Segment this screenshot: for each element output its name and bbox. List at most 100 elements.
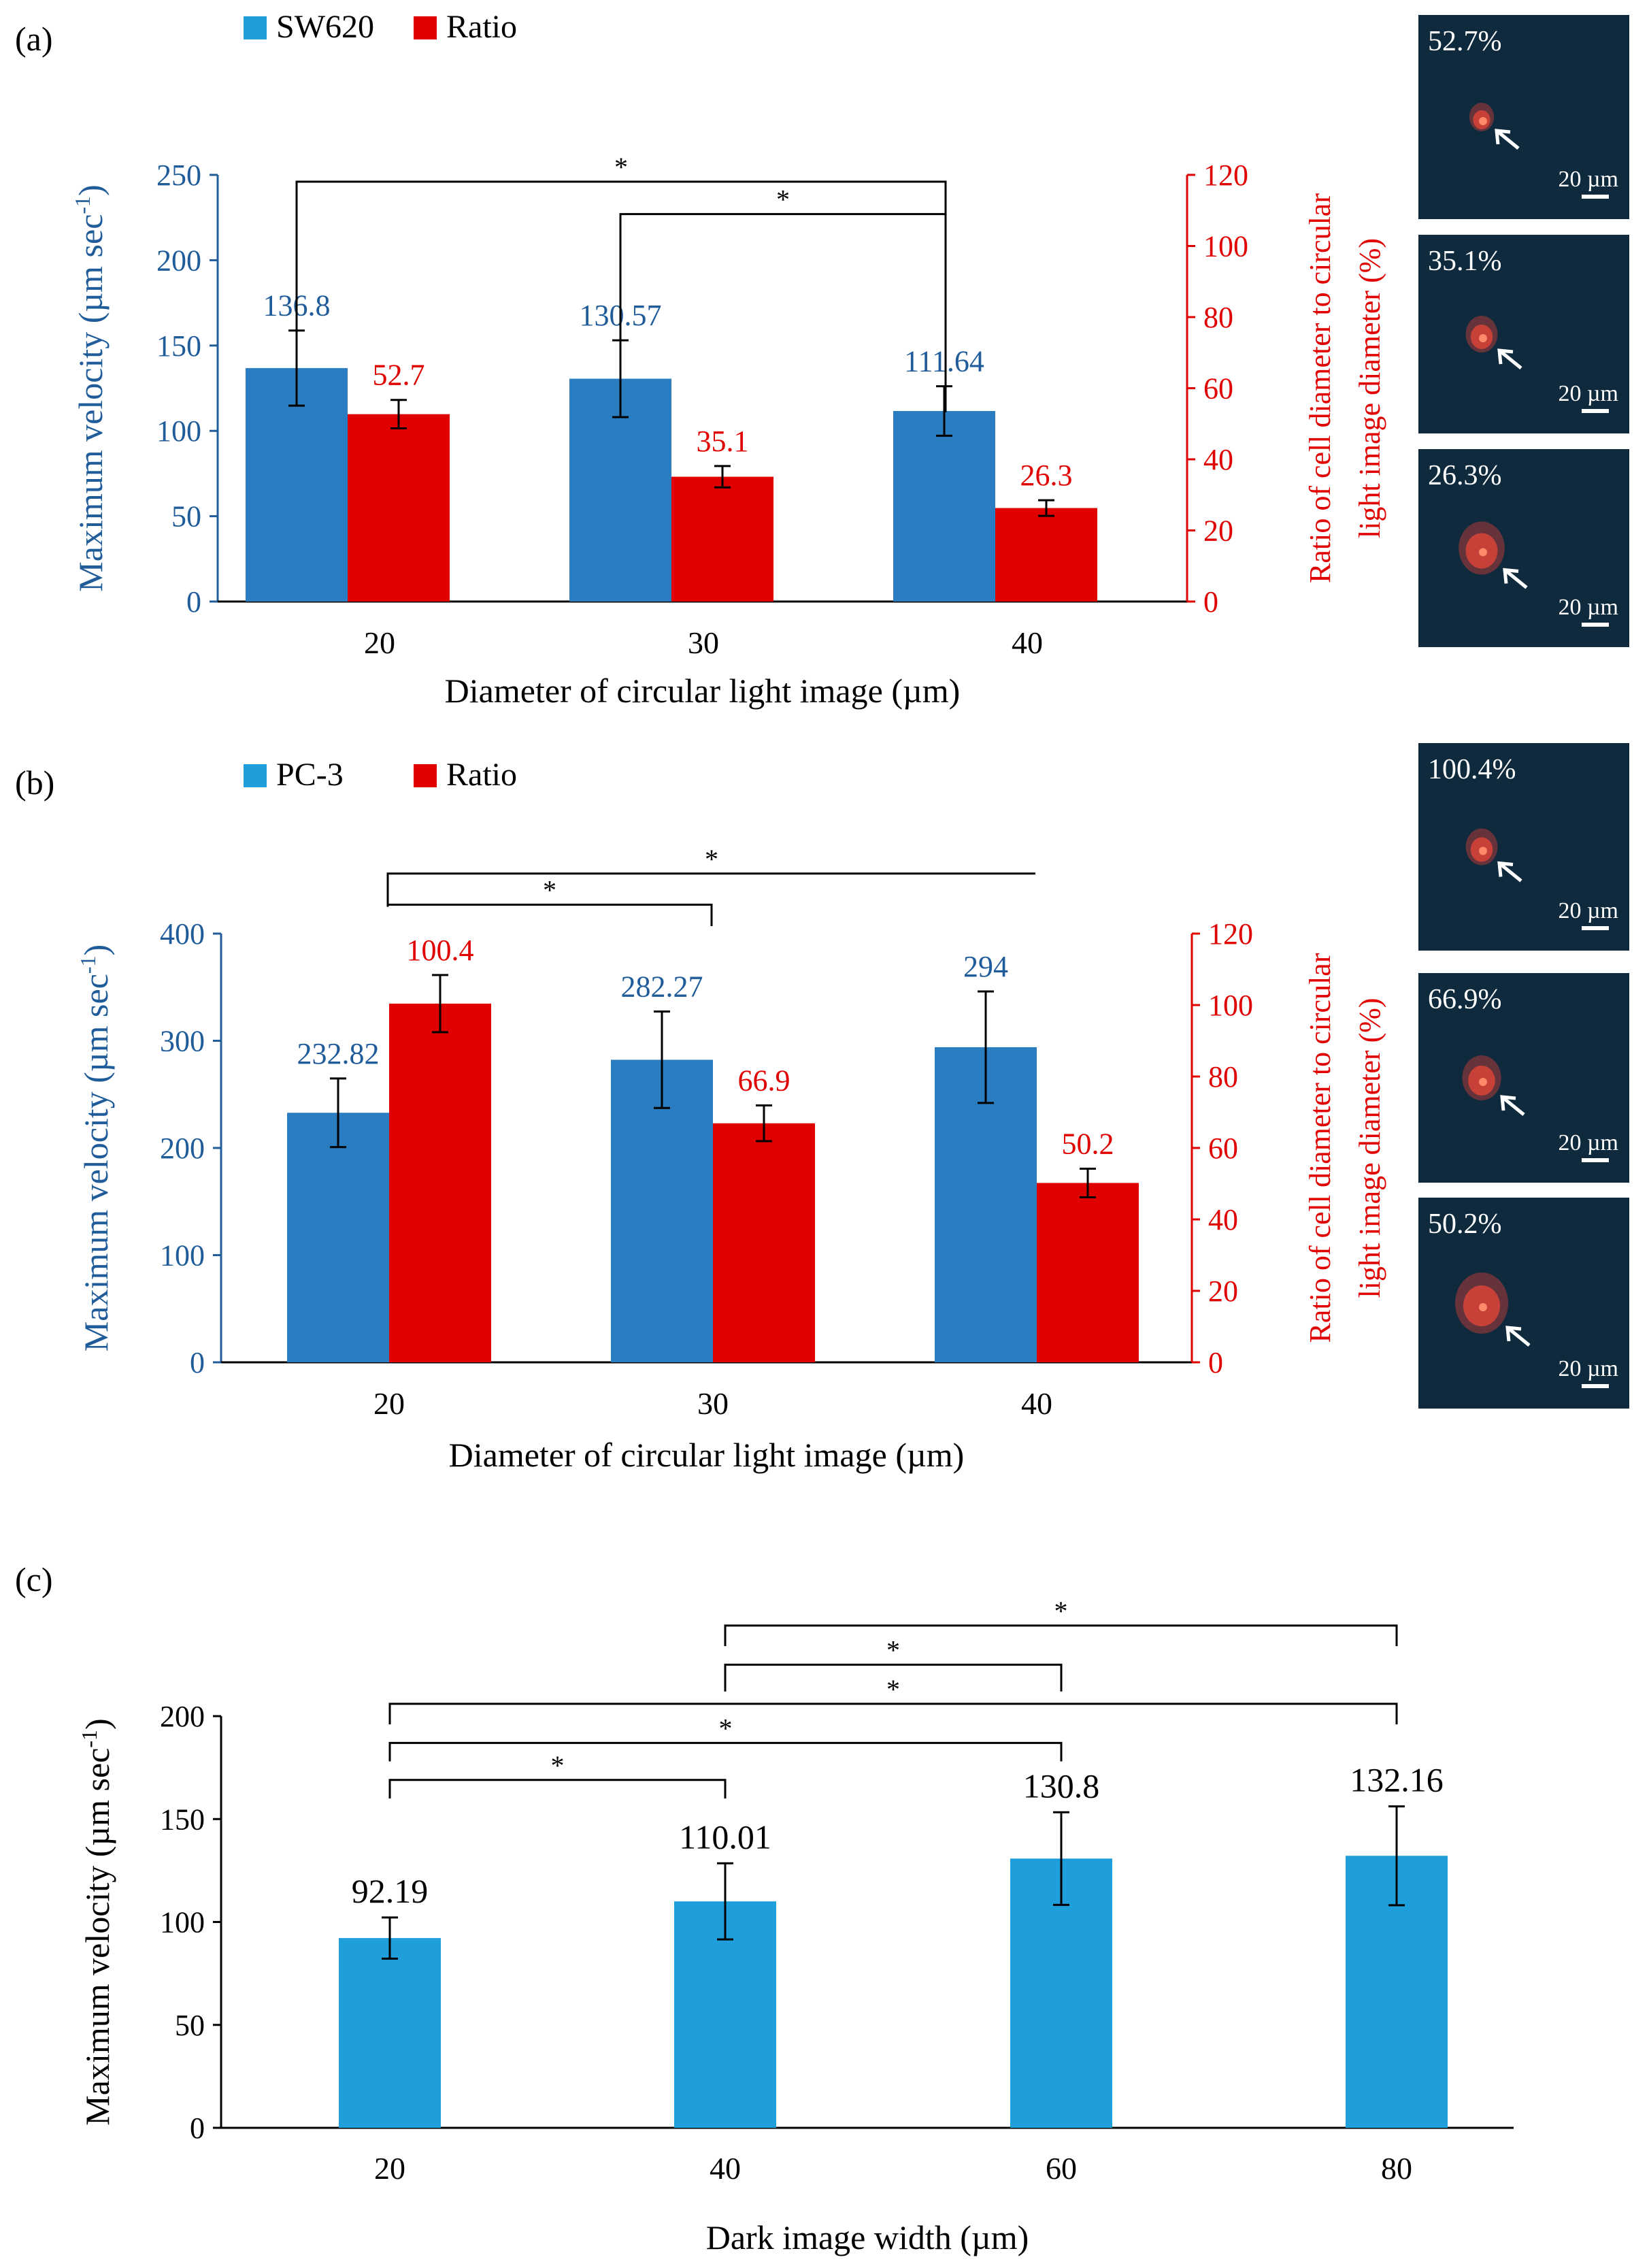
micrograph-background — [1418, 973, 1629, 1183]
significance-bracket — [386, 872, 1035, 907]
arrow-head-icon — [1500, 1095, 1516, 1111]
significance-bracket — [724, 1624, 1398, 1647]
y2-axis-label-line2: light image diameter (%) — [1353, 238, 1386, 538]
x-tick-label: 30 — [697, 1386, 729, 1421]
y-tick-label: 100 — [160, 1239, 205, 1272]
y-tick-label: 200 — [156, 244, 201, 277]
panel-c: (c) 0 50 100 150 200 20 40 60 80 Dark image width … — [15, 1560, 1514, 2256]
significance-bracket — [619, 213, 947, 412]
y-tick-label: 300 — [160, 1025, 205, 1058]
bar-maximum-velocity-20 — [339, 1938, 441, 2128]
scale-bar-label: 20 µm — [1558, 595, 1618, 620]
y2-tick-label: 0 — [1208, 1346, 1223, 1379]
arrow-icon — [1506, 1326, 1531, 1347]
cell-core — [1479, 1303, 1487, 1311]
legend-swatch-pc-3 — [244, 764, 267, 787]
micrograph-background — [1418, 449, 1629, 647]
y2-axis-label-line1: Ratio of cell diameter to circular — [1303, 953, 1337, 1343]
significance-bracket — [388, 1779, 727, 1798]
cell-core — [1479, 548, 1487, 557]
scale-bar-label: 20 µm — [1558, 167, 1618, 192]
y-axis-label-main: Maximum velocity (µm sec — [78, 1748, 116, 2126]
y2-tick-label: 20 — [1208, 1275, 1238, 1308]
panel-label: (c) — [15, 1560, 53, 1598]
scale-bar-label: 20 µm — [1558, 1130, 1618, 1155]
legend-label: SW620 — [276, 9, 374, 45]
bar-ratio-30 — [671, 476, 773, 602]
bar-ratio-20 — [348, 414, 450, 602]
arrow-head-icon — [1505, 1326, 1522, 1342]
arrow-icon — [1495, 129, 1520, 150]
y-axis-label-end: ) — [77, 944, 115, 956]
significance-star: * — [1054, 1596, 1068, 1626]
cell-core — [1479, 334, 1487, 342]
micrograph-background — [1418, 15, 1629, 219]
significance-star: * — [886, 1674, 900, 1705]
micrograph-background — [1418, 1198, 1629, 1409]
arrow-icon — [1498, 861, 1522, 883]
significance-bracket — [388, 1741, 1063, 1762]
micrograph-background — [1418, 743, 1629, 951]
x-axis-label: Diameter of circular light image (µm) — [449, 1436, 965, 1474]
y2-tick-label: 100 — [1203, 230, 1248, 263]
panel-label: (a) — [15, 20, 53, 58]
scale-bar-label: 20 µm — [1558, 381, 1618, 406]
data-label: 50.2 — [1062, 1127, 1114, 1160]
y-tick-label: 200 — [160, 1700, 205, 1733]
y-tick-label: 100 — [156, 414, 201, 448]
data-label: 66.9 — [738, 1064, 790, 1098]
micrograph-percent: 26.3% — [1428, 460, 1502, 491]
x-tick-label: 40 — [1021, 1386, 1052, 1421]
panel-b: (b) 0 100 200 300 400 0 20 40 60 80 100 120 20 30 40 Dia… — [15, 743, 1629, 1474]
cell-core — [1479, 117, 1487, 125]
y2-tick-label: 20 — [1203, 514, 1233, 548]
data-label: 52.7 — [373, 359, 425, 392]
y2-tick-label: 40 — [1203, 443, 1233, 476]
y2-axis-label-line1: Ratio of cell diameter to circular — [1303, 193, 1337, 583]
significance-star: * — [705, 844, 718, 874]
x-axis-label: Dark image width (µm) — [706, 2218, 1029, 2256]
arrow-icon — [1498, 349, 1522, 369]
y2-tick-label: 60 — [1203, 372, 1233, 406]
y-axis-label: Maximum velocity (µm sec-1) — [70, 184, 110, 591]
y-tick-label: 100 — [160, 1906, 205, 1939]
bar-pc-3-30 — [611, 1059, 713, 1362]
y-tick-label: 200 — [160, 1132, 205, 1165]
y2-tick-label: 40 — [1208, 1203, 1238, 1236]
data-label: 294 — [963, 950, 1008, 983]
panel-a: (a) 0 50 100 150 200 250 0 20 40 60 80 100 120 20 30 40 D… — [15, 9, 1629, 710]
y2-tick-label: 100 — [1208, 989, 1253, 1022]
scale-bar — [1582, 195, 1609, 199]
micrograph: 26.3% 20 µm — [1418, 449, 1629, 647]
x-tick-label: 20 — [364, 625, 395, 660]
bar-ratio-40 — [995, 508, 1097, 602]
bar-sw620-40 — [893, 411, 995, 602]
micrograph-percent: 100.4% — [1428, 754, 1516, 785]
legend: PC-3 Ratio — [244, 757, 517, 793]
y-axis-label-sup: -1 — [77, 1730, 101, 1748]
significance-bracket — [388, 1703, 1398, 1725]
legend-swatch-sw620 — [244, 16, 267, 39]
y-tick-label: 50 — [175, 2009, 205, 2042]
data-label: 282.27 — [621, 970, 703, 1004]
scale-bar — [1582, 1158, 1609, 1162]
legend: SW620 Ratio — [244, 9, 517, 45]
y2-tick-label: 120 — [1208, 917, 1253, 951]
y-axis-label: Maximum velocity (µm sec-1) — [76, 944, 115, 1351]
y-tick-label: 0 — [190, 1346, 205, 1379]
scale-bar — [1582, 623, 1609, 627]
micrograph-percent: 50.2% — [1428, 1209, 1502, 1240]
y-axis-label-sup: -1 — [70, 196, 95, 214]
arrow-head-icon — [1497, 861, 1514, 877]
micrograph: 35.1% 20 µm — [1418, 235, 1629, 433]
significance-bracket — [724, 1663, 1063, 1692]
x-tick-label: 30 — [688, 625, 719, 660]
y2-tick-label: 60 — [1208, 1132, 1238, 1165]
x-tick-label: 60 — [1046, 2151, 1077, 2186]
legend-swatch-ratio — [414, 764, 437, 787]
significance-star: * — [614, 152, 628, 182]
bar-pc-3-20 — [287, 1113, 389, 1362]
y-tick-label: 50 — [171, 500, 201, 533]
significance-star: * — [886, 1634, 900, 1665]
y2-tick-label: 120 — [1203, 159, 1248, 192]
